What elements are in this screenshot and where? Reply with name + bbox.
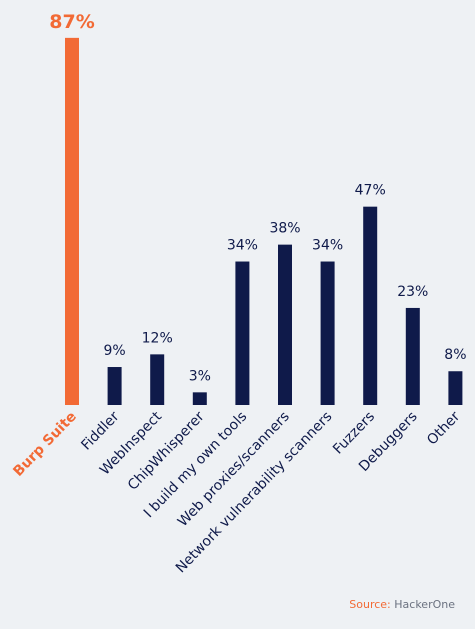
- category-label: Burp Suite: [10, 409, 80, 480]
- bar: [278, 244, 292, 405]
- bar: [65, 37, 79, 406]
- bar: [320, 261, 335, 405]
- value-label: 47%: [355, 183, 386, 199]
- value-label: 38%: [269, 221, 300, 237]
- value-label: 87%: [49, 11, 94, 33]
- source-label: Source:: [349, 598, 391, 611]
- source-note: Source: HackerOne: [349, 598, 455, 611]
- category-label: ChipWhisperer: [125, 408, 208, 493]
- bar: [192, 392, 207, 405]
- bar: [448, 371, 463, 405]
- bar: [107, 367, 122, 405]
- value-label: 34%: [312, 238, 343, 254]
- category-label: Other: [424, 408, 463, 448]
- bar: [363, 206, 378, 405]
- bar: [235, 261, 250, 405]
- value-label: 8%: [444, 347, 466, 363]
- category-label: Network vulnerability scanners: [173, 409, 336, 577]
- value-label: 34%: [227, 238, 258, 254]
- source: HackerOne: [394, 598, 455, 611]
- value-label: 12%: [142, 330, 173, 346]
- value-label: 9%: [103, 343, 125, 359]
- value-label: 23%: [397, 284, 428, 300]
- value-label: 3%: [189, 368, 211, 384]
- bar: [150, 354, 165, 405]
- bar: [405, 307, 420, 405]
